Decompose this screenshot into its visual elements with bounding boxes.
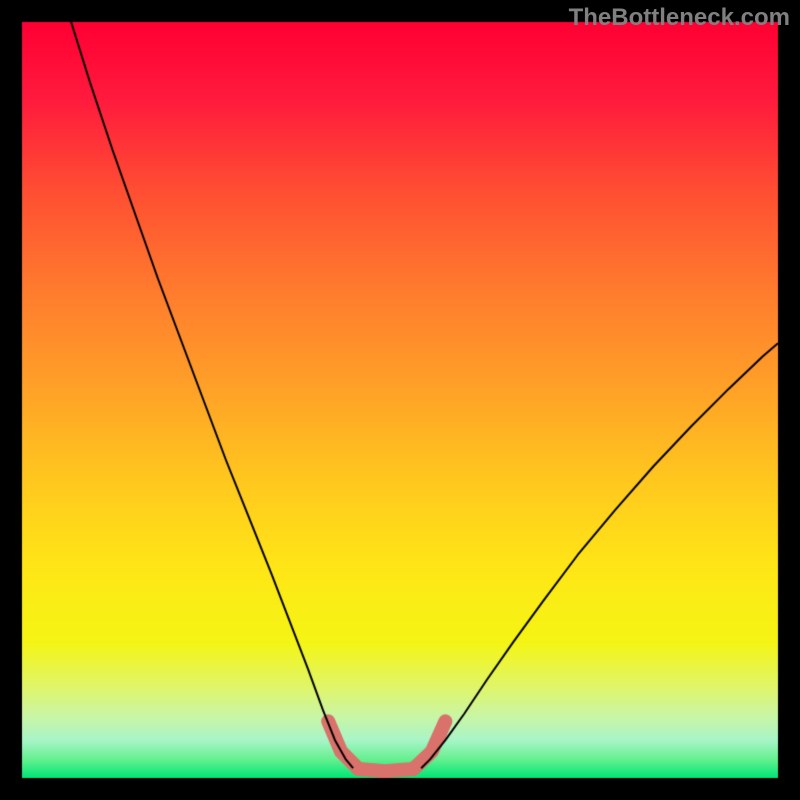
bottleneck-chart-canvas	[0, 0, 800, 800]
watermark-text: TheBottleneck.com	[569, 4, 790, 32]
